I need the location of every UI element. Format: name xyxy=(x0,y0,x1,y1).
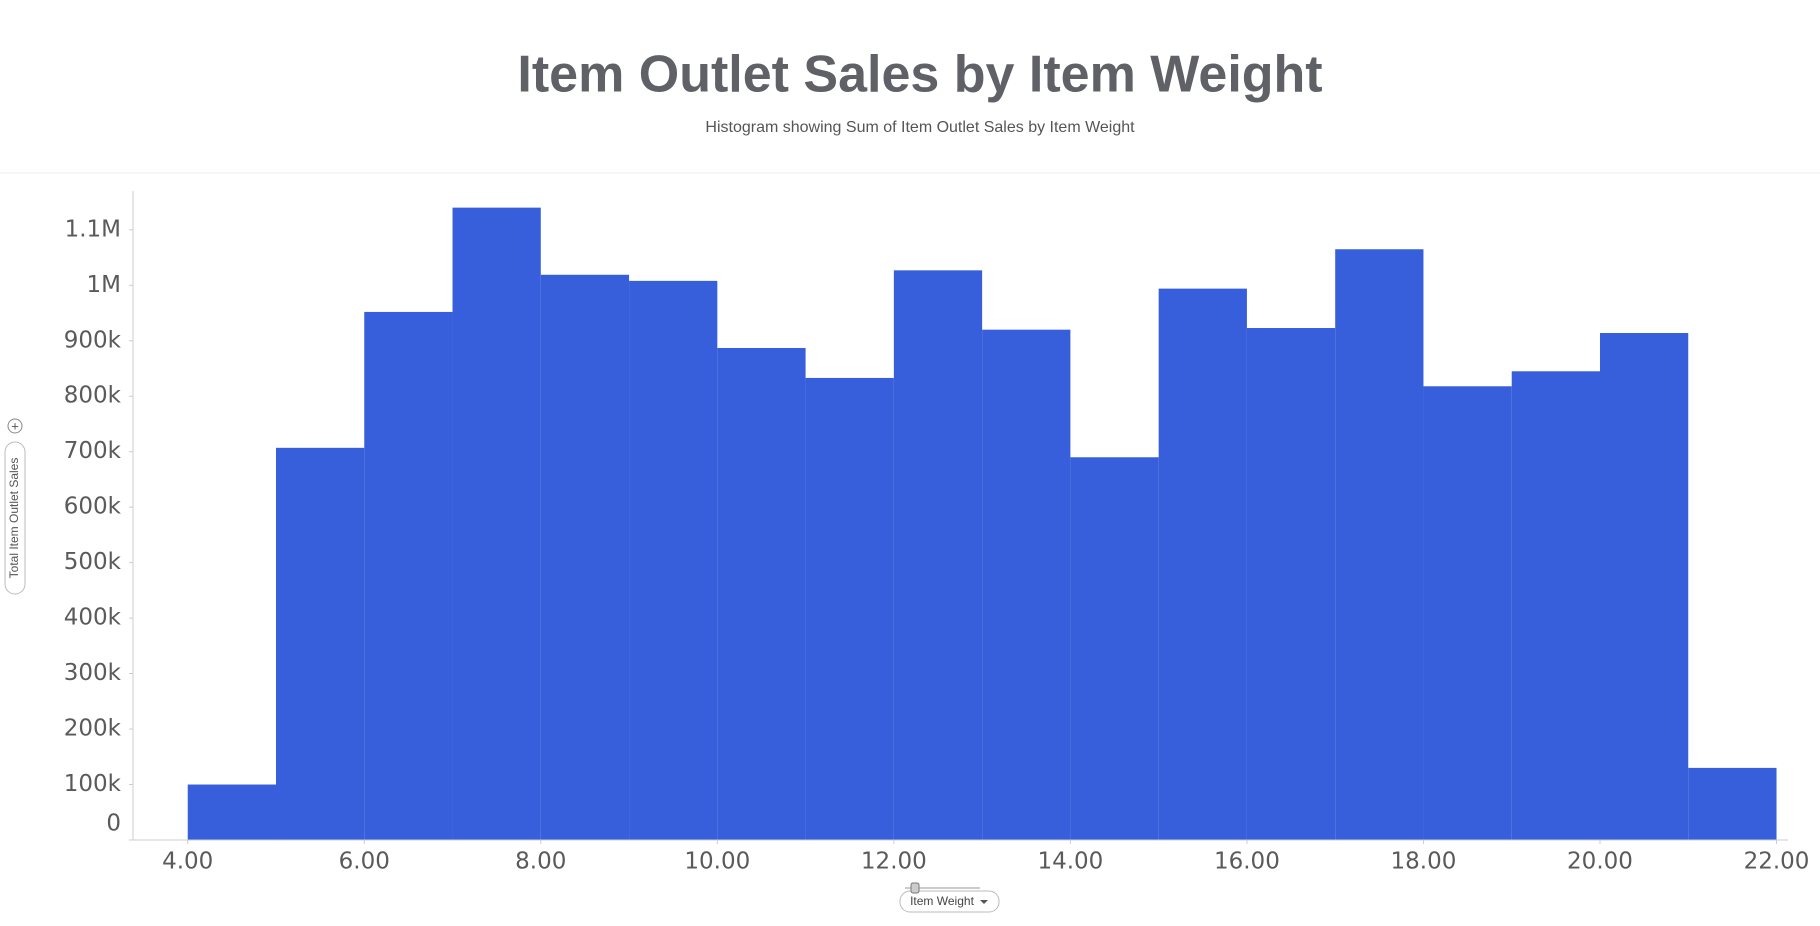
add-icon: + xyxy=(11,418,19,433)
y-axis-selector[interactable] xyxy=(4,441,26,595)
x-tick-label: 12.00 xyxy=(861,849,927,875)
x-axis-selector[interactable] xyxy=(899,890,1000,913)
bar xyxy=(982,329,1071,840)
chart-subtitle: Histogram showing Sum of Item Outlet Sal… xyxy=(705,119,1135,136)
bar xyxy=(275,447,365,840)
x-tick-label: 22.00 xyxy=(1744,849,1810,875)
bar xyxy=(893,270,983,840)
bar xyxy=(1688,767,1777,840)
bar xyxy=(1335,249,1424,840)
chart-title: Item Outlet Sales by Item Weight xyxy=(517,46,1322,104)
slider-handle[interactable] xyxy=(910,882,920,894)
x-tick-label: 20.00 xyxy=(1567,849,1633,875)
bar xyxy=(1511,371,1600,840)
y-tick-label: 1.1M xyxy=(65,216,121,242)
y-tick-label: 200k xyxy=(64,716,122,742)
bar xyxy=(805,377,894,840)
dropdown-icon xyxy=(980,900,988,904)
x-tick-label: 4.00 xyxy=(162,849,213,875)
x-tick-label: 8.00 xyxy=(515,849,566,875)
y-tick-label: 100k xyxy=(64,771,122,797)
x-tick-label: 14.00 xyxy=(1037,849,1103,875)
y-tick-label: 0 xyxy=(106,811,121,837)
bar xyxy=(1158,288,1247,841)
x-tick-label: 10.00 xyxy=(684,849,750,875)
bar xyxy=(1070,457,1159,840)
y-tick-label: 800k xyxy=(64,383,122,409)
y-tick-label: 900k xyxy=(64,327,122,353)
y-tick-label: 1M xyxy=(87,272,121,298)
y-axis-label: Total Item Outlet Sales xyxy=(7,458,21,579)
x-axis-label: Item Weight xyxy=(910,894,974,908)
x-tick-label: 6.00 xyxy=(339,849,390,875)
bar xyxy=(1423,386,1512,840)
bar xyxy=(364,311,453,840)
y-tick-label: 500k xyxy=(64,549,122,575)
y-tick-label: 300k xyxy=(64,660,122,686)
bar xyxy=(452,207,541,841)
bar xyxy=(717,347,806,840)
x-tick-label: 16.00 xyxy=(1214,849,1280,875)
y-tick-label: 700k xyxy=(64,438,122,464)
add-button[interactable] xyxy=(7,418,23,434)
bar xyxy=(1599,333,1689,840)
bar xyxy=(1246,328,1336,840)
y-tick-label: 400k xyxy=(64,605,122,631)
bar xyxy=(540,274,630,840)
x-tick-label: 18.00 xyxy=(1391,849,1457,875)
y-tick-label: 600k xyxy=(64,494,122,520)
bar xyxy=(187,784,276,840)
bar xyxy=(629,280,718,840)
